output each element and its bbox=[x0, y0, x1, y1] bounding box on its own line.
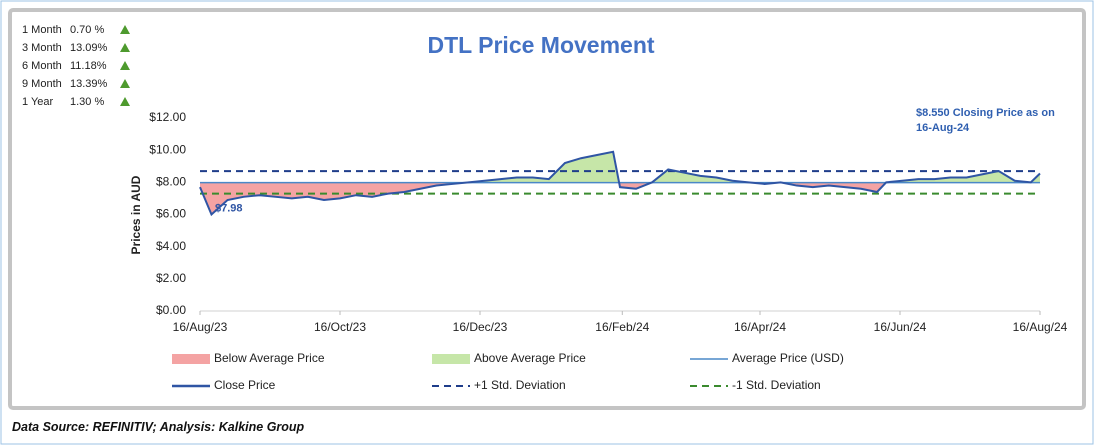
performance-period: 6 Month bbox=[22, 60, 62, 72]
performance-period: 1 Month bbox=[22, 24, 62, 36]
up-arrow bbox=[120, 61, 130, 70]
performance-value: 0.70 % bbox=[70, 24, 104, 36]
close-line bbox=[199, 150, 1041, 217]
chart-frame bbox=[8, 8, 1086, 410]
legend-swatch bbox=[432, 354, 470, 364]
y-tick-label: $4.00 bbox=[156, 239, 186, 253]
performance-value: 1.30 % bbox=[70, 96, 104, 108]
legend-label: Average Price (USD) bbox=[732, 351, 844, 365]
x-tick-label: 16/Apr/24 bbox=[734, 320, 786, 334]
up-arrow bbox=[120, 97, 130, 106]
y-tick-label: $12.00 bbox=[149, 110, 186, 124]
closing-annotation: $8.550 Closing Price as on 16-Aug-24 bbox=[916, 107, 1055, 134]
y-tick-label: $2.00 bbox=[156, 271, 186, 285]
legend-label: -1 Std. Deviation bbox=[732, 378, 821, 392]
x-tick-label: 16/Aug/24 bbox=[1013, 320, 1068, 334]
x-tick-label: 16/Dec/23 bbox=[453, 320, 508, 334]
legend-label: +1 Std. Deviation bbox=[474, 378, 566, 392]
legend-swatch bbox=[172, 354, 210, 364]
y-tick-label: $0.00 bbox=[156, 303, 186, 317]
legend-label: Above Average Price bbox=[474, 351, 586, 365]
chart-title: DTL Price Movement bbox=[427, 32, 654, 58]
performance-value: 13.09% bbox=[70, 42, 108, 54]
performance-period: 9 Month bbox=[22, 78, 62, 90]
performance-period: 3 Month bbox=[22, 42, 62, 54]
y-tick-label: $8.00 bbox=[156, 175, 186, 189]
y-tick-label: $6.00 bbox=[156, 207, 186, 221]
up-arrow bbox=[120, 25, 130, 34]
up-arrow bbox=[120, 43, 130, 52]
up-arrow bbox=[120, 79, 130, 88]
footer: Data Source: REFINITIV; Analysis: Kalkin… bbox=[12, 420, 305, 434]
y-tick-label: $10.00 bbox=[149, 142, 186, 156]
legend-label: Close Price bbox=[214, 378, 276, 392]
x-tick-label: 16/Jun/24 bbox=[874, 320, 927, 334]
x-tick-label: 16/Feb/24 bbox=[595, 320, 649, 334]
x-tick-label: 16/Oct/23 bbox=[314, 320, 366, 334]
y-axis-label: Prices in AUD bbox=[129, 175, 143, 254]
legend-label: Below Average Price bbox=[214, 351, 325, 365]
above-average-area bbox=[465, 151, 1040, 183]
performance-value: 11.18% bbox=[70, 60, 107, 72]
performance-period: 1 Year bbox=[22, 96, 54, 108]
performance-value: 13.39% bbox=[70, 78, 108, 90]
x-tick-label: 16/Aug/23 bbox=[173, 320, 228, 334]
